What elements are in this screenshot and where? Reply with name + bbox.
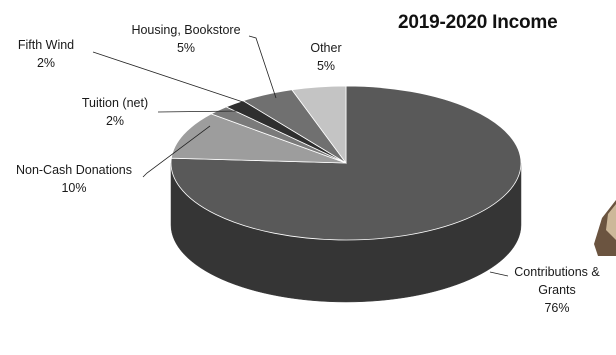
- slice-label-line: Fifth Wind: [18, 38, 74, 52]
- leader-line-4: [248, 35, 277, 99]
- cropped-photo-fragment: [594, 200, 616, 256]
- slice-value: 2%: [37, 56, 55, 70]
- leader-line-2: [157, 110, 241, 113]
- slice-value: 5%: [177, 41, 195, 55]
- leader-line-3: [92, 51, 244, 103]
- pie-top-slices: [170, 85, 522, 241]
- slice-label-line: Housing, Bookstore: [131, 23, 240, 37]
- slice-label-line: Other: [310, 41, 341, 55]
- slice-value: 10%: [61, 181, 86, 195]
- slice-label-2: Tuition (net) 2%: [82, 96, 148, 128]
- slice-label-4: Housing, Bookstore 5%: [131, 23, 240, 55]
- slice-label-5: Other 5%: [310, 41, 341, 73]
- slice-label-0: Contributions & Grants 76%: [514, 265, 600, 315]
- pie-slice-1: [170, 113, 347, 164]
- slice-value: 2%: [106, 114, 124, 128]
- label-leader-lines: [92, 35, 509, 277]
- slice-label-line: Grants: [538, 283, 576, 297]
- leader-line-0: [489, 271, 509, 277]
- leader-line-1: [142, 125, 211, 178]
- slice-labels: Contributions & Grants 76% Non-Cash Donatio…: [16, 23, 600, 315]
- slice-value: 76%: [544, 301, 569, 315]
- slice-label-line: Non-Cash Donations: [16, 163, 132, 177]
- chart-title: 2019-2020 Income: [398, 12, 558, 33]
- pie-slice-5: [291, 85, 347, 165]
- slice-label-3: Fifth Wind 2%: [18, 38, 74, 70]
- slice-label-1: Non-Cash Donations 10%: [16, 163, 132, 195]
- slice-label-line: Contributions &: [514, 265, 600, 279]
- slice-value: 5%: [317, 59, 335, 73]
- slice-label-line: Tuition (net): [82, 96, 148, 110]
